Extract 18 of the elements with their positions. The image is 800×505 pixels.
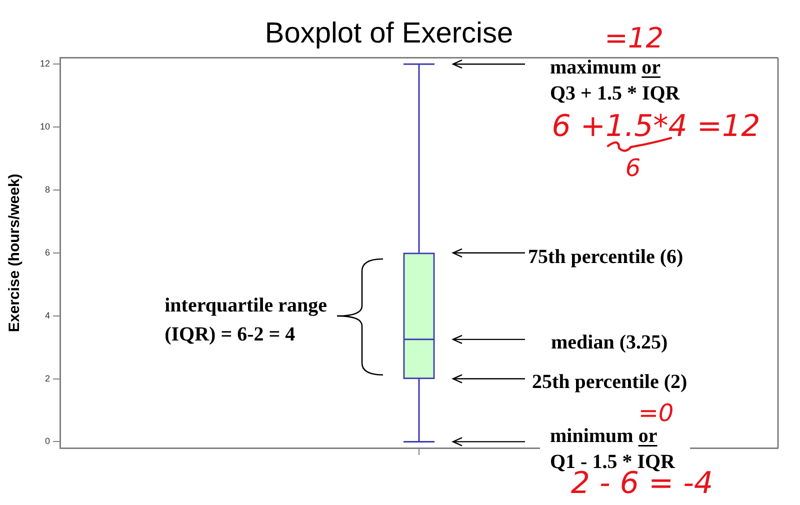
annotation: median (3.25) bbox=[551, 332, 668, 354]
y-tick-label: 4 bbox=[44, 310, 50, 320]
annotation: interquartile range (IQR) = 6-2 = 4 bbox=[164, 294, 328, 346]
annotation: 6 +1.5*4 =12 bbox=[552, 108, 760, 144]
y-tick-label: 8 bbox=[44, 184, 50, 194]
y-tick-label: 2 bbox=[44, 373, 50, 384]
text: =12 bbox=[604, 21, 664, 54]
chart-title: Boxplot of Exercise bbox=[264, 17, 514, 50]
y-tick-label: 10 bbox=[40, 122, 50, 132]
annotation: 25th percentile (2) bbox=[532, 370, 688, 393]
annotation: maximum or Q3 + 1.5 * IQR bbox=[550, 56, 680, 104]
y-tick-label: 0 bbox=[44, 436, 50, 446]
annotation: =0 bbox=[638, 399, 674, 428]
annotation: 75th percentile (6) bbox=[528, 246, 684, 268]
annotation: 6 bbox=[625, 154, 641, 182]
y-tick-label: 12 bbox=[40, 58, 50, 69]
y-axis-title: Exercise (hours/week) bbox=[6, 174, 24, 332]
y-tick-label: 6 bbox=[44, 247, 50, 258]
